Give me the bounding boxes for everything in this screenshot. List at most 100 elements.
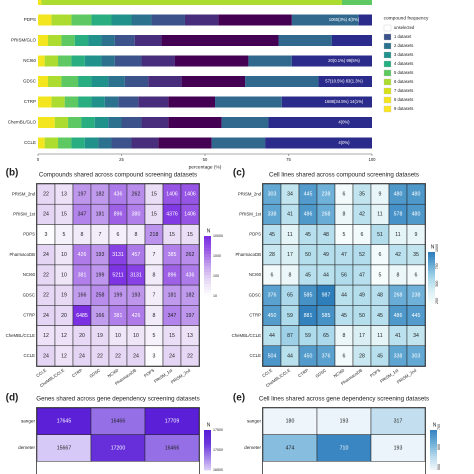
heatmap-cell-label: 457	[132, 252, 141, 258]
legend-title: compound frequency	[384, 15, 429, 21]
heatmap-cell-label: 578	[394, 212, 403, 218]
heatmap-cell	[144, 434, 200, 462]
heatmap-row-label: demeter	[18, 445, 35, 450]
heatmap-row-label: CCLE	[250, 353, 262, 358]
bar-segment	[174, 55, 249, 67]
heatmap-cell-label: 896	[114, 212, 123, 218]
heatmap-cell-label: 20	[79, 333, 85, 339]
colorbar-step	[430, 454, 437, 457]
bar-segment	[84, 137, 99, 149]
legend-label: 4 datasets	[394, 61, 413, 66]
heatmap-cell-label: 5	[343, 232, 346, 238]
colorbar-step	[430, 464, 437, 467]
heatmap-row-label: PDPS	[23, 232, 35, 237]
colorbar-tick-label: 17000	[213, 448, 223, 452]
heatmap-cell-label: 44	[341, 293, 347, 299]
heatmap-col-label: CTRP	[297, 368, 309, 379]
heatmap-cell-label: 450	[304, 353, 313, 359]
bar-segment	[101, 55, 115, 67]
colorbar-title: N	[431, 244, 435, 250]
heatmap-cell-label: 426	[132, 313, 141, 319]
heatmap-col-label: PDPS	[369, 368, 381, 379]
heatmap-cell-label: 50	[359, 313, 365, 319]
legend-label: 8 datasets	[394, 97, 413, 102]
bar-segment	[81, 117, 95, 128]
heatmap-cell-label: 17645	[57, 419, 72, 425]
bar-segment	[215, 96, 282, 108]
colorbar-step	[204, 458, 211, 461]
heatmap-cell-label: 8	[153, 272, 156, 278]
heatmap-cell-label: 5	[379, 272, 382, 278]
bar-segment	[245, 76, 319, 87]
heatmap-cell-label: 65	[323, 333, 329, 339]
heatmap-cell	[36, 434, 92, 462]
heatmap-cell-label: 11	[377, 212, 382, 218]
heatmap-cell-label: 238	[322, 191, 331, 197]
heatmap-cell-label: 268	[394, 293, 403, 299]
heatmap-cell-label: 10	[61, 272, 67, 278]
heatmap-cell-label: 22	[43, 293, 49, 299]
heatmap-cell-label: 436	[114, 191, 123, 197]
heatmap-row-label: PDPS	[249, 232, 261, 237]
heatmap-cell-label: 20	[61, 313, 67, 319]
heatmap-cell-label: 28	[359, 353, 365, 359]
heatmap-cell-label: 41	[395, 333, 401, 339]
colorbar-tick-label: 750	[435, 263, 439, 269]
heatmap-row-label: sanger	[21, 419, 36, 424]
legend-swatch	[383, 42, 392, 50]
bar-segment	[218, 14, 292, 26]
bar-segment	[181, 76, 246, 87]
heatmap-col-label: GDSC	[88, 368, 101, 379]
heatmap-cell-label: 12	[43, 333, 49, 339]
heatmap-cell-label: 11	[395, 232, 400, 238]
bar-segment	[148, 76, 182, 87]
heatmap-cell	[262, 407, 318, 435]
colorbar-step	[204, 464, 211, 467]
heatmap-cell-label: 11	[287, 232, 292, 238]
heatmap-row-label: sanger	[247, 419, 262, 424]
heatmap-cell-label: 3	[153, 353, 156, 359]
heatmap-cell-label: 22	[115, 353, 121, 359]
colorbar-step	[204, 450, 211, 453]
bar-segment	[358, 14, 372, 26]
heatmap-cell-label: 3131	[130, 272, 142, 278]
bar-segment	[38, 117, 55, 128]
heatmap-cell-label: 504	[268, 353, 277, 359]
colorbar-step	[204, 460, 211, 463]
colorbar-step	[430, 432, 437, 435]
heatmap-cell-label: 28	[269, 252, 275, 258]
bar-segment	[108, 117, 122, 128]
bar-segment	[131, 137, 159, 149]
bar-segment	[114, 55, 142, 67]
heatmap-col-label: CCLE	[35, 368, 47, 379]
heatmap-cell-label: 486	[304, 212, 313, 218]
heatmap-cell-label: 13	[187, 333, 193, 339]
bar-segment	[211, 137, 266, 149]
colorbar-step	[428, 285, 435, 289]
colorbar-step	[428, 288, 435, 292]
heatmap-row-label: PRISM_1st	[13, 211, 36, 216]
bar-segment	[64, 96, 79, 108]
colorbar-step	[428, 259, 435, 263]
heatmap-cell-label: 10	[61, 252, 67, 258]
colorbar-tick-label: 1000	[435, 244, 439, 252]
heatmap-cell-label: 193	[394, 445, 403, 451]
heatmap-cell-label: 15	[151, 191, 157, 197]
bar-segment	[44, 137, 59, 149]
bar-segment	[38, 35, 49, 46]
heatmap-cell-label: 338	[268, 212, 277, 218]
heatmap-cell-label: 450	[268, 313, 277, 319]
bar-segment	[184, 14, 219, 26]
heatmap-row-label: NCI60	[23, 272, 36, 277]
heatmap-cell-label: 585	[322, 313, 331, 319]
colorbar-step	[204, 442, 211, 445]
bar-segment	[71, 55, 85, 67]
legend-swatch	[383, 33, 392, 41]
heatmap-cell-label: 5211	[112, 272, 123, 278]
heatmap-cell-label: 24	[133, 353, 139, 359]
colorbar-step	[430, 448, 437, 451]
legend-swatch	[383, 96, 392, 104]
bar-category-label: NCI60	[23, 58, 36, 63]
panel-b-compound-heatmap: Compounds shared across compound screeni…	[6, 172, 223, 389]
legend-swatch	[383, 60, 392, 68]
